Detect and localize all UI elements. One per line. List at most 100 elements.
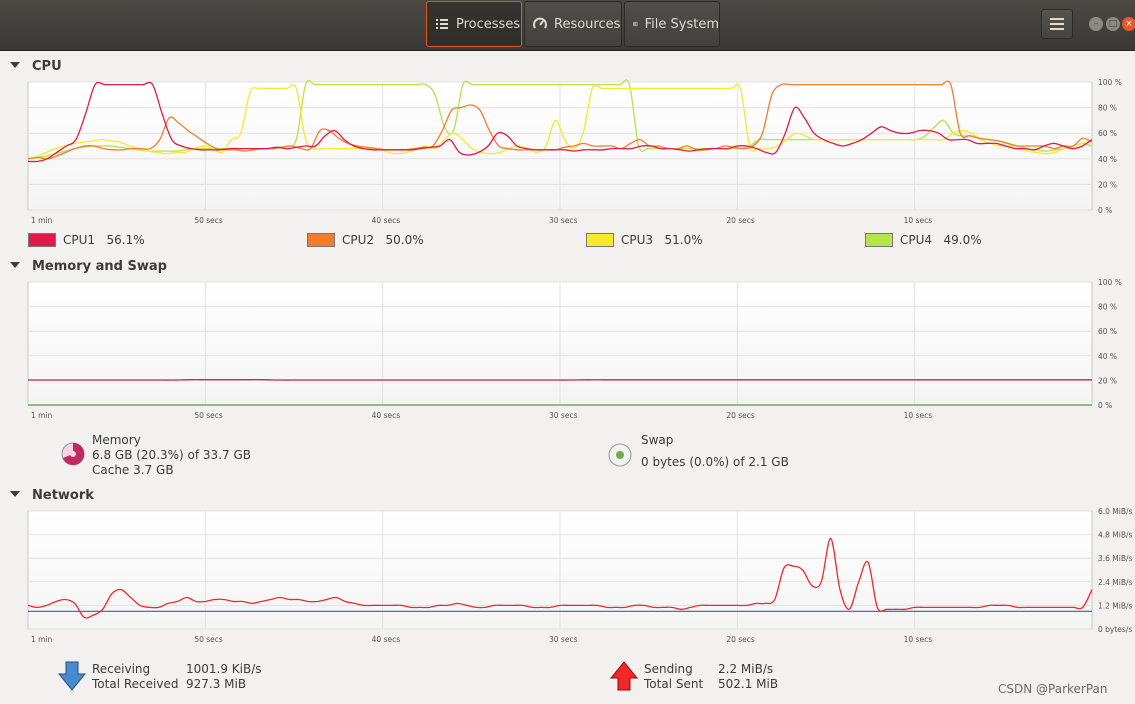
receiving-value: 1001.9 KiB/s <box>186 662 262 676</box>
total-received-label: Total Received <box>92 677 179 691</box>
x-axis-label: 40 secs <box>372 411 401 420</box>
cpu2-legend[interactable]: CPU2 50.0% <box>307 233 424 247</box>
x-axis-label: 20 secs <box>726 411 755 420</box>
total-received-value: 927.3 MiB <box>186 677 247 691</box>
receiving-arrow-icon[interactable] <box>58 661 86 691</box>
memory-value: 6.8 GB (20.3%) of 33.7 GB <box>92 448 251 462</box>
sending-arrow-icon[interactable] <box>610 661 638 691</box>
x-axis-label: 50 secs <box>194 216 223 225</box>
memory-pie-icon[interactable] <box>60 441 86 467</box>
x-axis-label: 10 secs <box>904 411 933 420</box>
y-axis-label: 3.6 MiB/s <box>1098 554 1133 563</box>
cpu2-swatch[interactable] <box>307 233 335 247</box>
list-icon <box>436 19 448 29</box>
total-sent-label: Total Sent <box>644 677 704 691</box>
cpu1-label: CPU1 <box>63 233 96 247</box>
y-axis-label: 6.0 MiB/s <box>1098 507 1133 516</box>
maximize-button[interactable]: □ <box>1106 17 1120 31</box>
receiving-label: Receiving <box>92 662 151 676</box>
expander-icon <box>10 262 20 268</box>
close-button[interactable]: × <box>1122 17 1135 31</box>
y-axis-label: 80 % <box>1098 104 1117 113</box>
x-axis-label: 10 secs <box>904 216 933 225</box>
x-axis-label: 40 secs <box>372 635 401 644</box>
y-axis-label: 80 % <box>1098 303 1117 312</box>
cpu-section-header[interactable]: CPU <box>10 59 62 74</box>
y-axis-label: 0 % <box>1098 206 1112 215</box>
cpu2-value: 50.0% <box>385 233 424 247</box>
memory-section-header[interactable]: Memory and Swap <box>10 259 167 274</box>
tab-resources-label: Resources <box>554 16 621 32</box>
total-sent-value: 502.1 MiB <box>718 677 779 691</box>
x-axis-label: 1 min <box>31 411 53 420</box>
swap-info: Swap 0 bytes (0.0%) of 2.1 GB <box>641 433 789 470</box>
y-axis-label: 40 % <box>1098 352 1117 361</box>
x-axis-label: 40 secs <box>372 216 401 225</box>
y-axis-label: 1.2 MiB/s <box>1098 601 1133 610</box>
swap-value: 0 bytes (0.0%) of 2.1 GB <box>641 455 789 469</box>
y-axis-label: 0 bytes/s <box>1098 625 1132 634</box>
cpu3-value: 51.0% <box>664 233 703 247</box>
cpu1-value: 56.1% <box>106 233 145 247</box>
minimize-button[interactable]: – <box>1089 17 1103 31</box>
x-axis-label: 20 secs <box>726 216 755 225</box>
cpu4-value: 49.0% <box>943 233 982 247</box>
watermark: CSDN @ParkerPan <box>998 682 1108 696</box>
swap-label: Swap <box>641 433 674 447</box>
x-axis-label: 1 min <box>31 635 53 644</box>
cpu3-line <box>27 83 1093 160</box>
cpu3-legend[interactable]: CPU3 51.0% <box>586 233 703 247</box>
x-axis-label: 50 secs <box>194 411 223 420</box>
tab-file-system[interactable]: File System <box>624 1 720 47</box>
sending-value: 2.2 MiB/s <box>718 662 774 676</box>
y-axis-label: 100 % <box>1098 78 1122 87</box>
gauge-icon <box>533 17 547 29</box>
sending-label: Sending <box>644 662 693 676</box>
y-axis-label: 60 % <box>1098 327 1117 336</box>
y-axis-label: 2.4 MiB/s <box>1098 578 1133 587</box>
disk-icon <box>633 21 638 27</box>
y-axis-label: 20 % <box>1098 180 1117 189</box>
cpu4-label: CPU4 <box>900 233 933 247</box>
y-axis-label: 60 % <box>1098 129 1117 138</box>
x-axis-label: 1 min <box>31 216 53 225</box>
menu-button[interactable] <box>1041 9 1073 39</box>
x-axis-label: 20 secs <box>726 635 755 644</box>
cache-value: Cache 3.7 GB <box>92 463 174 477</box>
tab-file-system-label: File System <box>644 16 719 32</box>
x-axis-label: 30 secs <box>549 216 578 225</box>
x-axis-label: 10 secs <box>904 635 933 644</box>
network-section-header[interactable]: Network <box>10 488 94 503</box>
memory-label: Memory <box>92 433 141 447</box>
y-axis-label: 20 % <box>1098 376 1117 385</box>
y-axis-label: 4.8 MiB/s <box>1098 531 1133 540</box>
y-axis-label: 0 % <box>1098 401 1112 410</box>
tab-processes[interactable]: Processes <box>426 1 522 47</box>
x-axis-label: 30 secs <box>549 635 578 644</box>
cpu2-label: CPU2 <box>342 233 375 247</box>
cpu3-label: CPU3 <box>621 233 654 247</box>
expander-icon <box>10 62 20 68</box>
y-axis-label: 40 % <box>1098 155 1117 164</box>
swap-pie-icon[interactable] <box>607 442 633 468</box>
cpu4-swatch[interactable] <box>865 233 893 247</box>
cpu4-legend[interactable]: CPU4 49.0% <box>865 233 982 247</box>
memory-graph: 100 % 80 % 60 % 40 % 20 % 0 % 1 min 50 secs 40 s… <box>27 278 1122 420</box>
cpu2-line <box>27 80 1093 160</box>
cpu-graph: 100 % 80 % 60 % 40 % 20 % 0 % 1 min 50 secs 40 s… <box>27 78 1122 225</box>
tab-resources[interactable]: Resources <box>524 1 622 47</box>
cpu1-swatch[interactable] <box>28 233 56 247</box>
receiving-line <box>27 537 1093 619</box>
network-title: Network <box>32 488 94 503</box>
tab-processes-label: Processes <box>456 16 521 32</box>
cpu1-line <box>27 81 1093 163</box>
memory-title: Memory and Swap <box>32 259 167 274</box>
header-bar: Processes Resources File System – □ × <box>0 0 1135 51</box>
receiving-info: Receiving 1001.9 KiB/s Total Received 927.… <box>92 662 262 692</box>
cpu3-swatch[interactable] <box>586 233 614 247</box>
expander-icon <box>10 491 20 497</box>
cpu1-legend[interactable]: CPU1 56.1% <box>28 233 145 247</box>
x-axis-label: 30 secs <box>549 411 578 420</box>
x-axis-label: 50 secs <box>194 635 223 644</box>
sending-info: Sending 2.2 MiB/s Total Sent 502.1 MiB <box>644 662 778 692</box>
